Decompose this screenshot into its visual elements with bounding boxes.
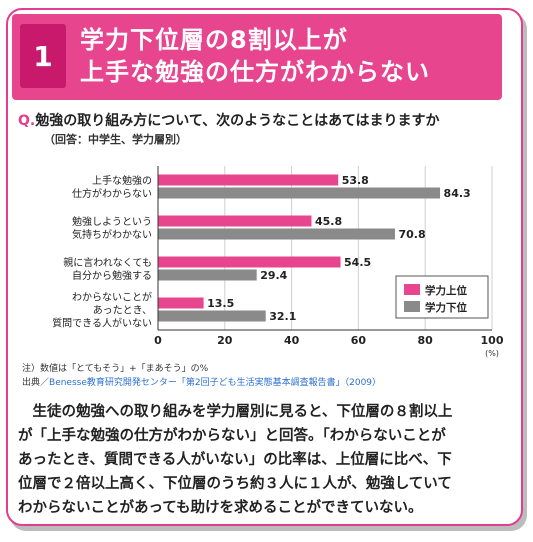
question-body: 勉強の取り組み方について、次のようなことはあてはまりますか xyxy=(35,113,440,129)
legend-swatch xyxy=(404,301,420,312)
body-line: 生徒の勉強への取り組みを学力層別に見ると、下位層の８割以上 xyxy=(18,404,453,420)
category-label: 気持ちがわかない xyxy=(72,228,152,241)
title-line-2: 上手な勉強の仕方がわからない xyxy=(80,58,430,86)
category-label: 上手な勉強の xyxy=(92,174,152,187)
category-label: あったとき、 xyxy=(93,305,152,317)
data-label: 53.8 xyxy=(342,174,369,187)
question-text: Q.勉強の取り組み方について、次のようなことはあてはまりますか xyxy=(18,110,440,130)
x-tick-label: 20 xyxy=(217,334,233,347)
body-line: わからないことがあっても助けを求めることができていない。 xyxy=(18,500,423,516)
legend-label: 学力上位 xyxy=(425,284,467,297)
category-label: 親に言われなくても xyxy=(63,256,152,269)
body-paragraph: 生徒の勉強への取り組みを学力層別に見ると、下位層の８割以上 が「上手な勉強の仕方が… xyxy=(18,400,504,520)
x-unit-label: (%) xyxy=(485,349,499,358)
bar-lower xyxy=(158,269,257,281)
data-label: 54.5 xyxy=(344,256,371,269)
x-tick-label: 0 xyxy=(154,334,162,347)
footnote: 注）数値は「とてもそう」+「まあそう」の% xyxy=(22,364,209,374)
source-line: 出典／Benesse教育研究開発センター「第2回子ども生活実態基本調査報告書」（… xyxy=(22,375,381,388)
data-label: 13.5 xyxy=(207,297,234,310)
x-tick-label: 80 xyxy=(418,334,434,347)
question-subtitle: （回答：中学生、学力層別） xyxy=(44,133,187,146)
data-label: 45.8 xyxy=(315,215,342,228)
data-label: 29.4 xyxy=(260,269,287,282)
category-label: 勉強しようという xyxy=(72,215,152,228)
legend-label: 学力下位 xyxy=(425,301,467,314)
header-banner xyxy=(12,14,502,100)
x-tick-label: 60 xyxy=(351,334,367,347)
data-label: 32.1 xyxy=(269,310,296,323)
category-label: わからないことが xyxy=(72,291,152,304)
bar-chart: 0 20 40 60 80 100 (%) 上手な勉強の仕方がわからない 53.8 84.3 勉強し… xyxy=(52,166,504,358)
legend-swatch xyxy=(404,284,420,295)
category-label: 質問できる人がいない xyxy=(52,317,152,330)
bar-lower xyxy=(158,310,266,322)
x-tick-label: 40 xyxy=(284,334,300,347)
body-line: 位層で２倍以上高く、下位層のうち約３人に１人が、勉強していて xyxy=(18,476,452,492)
category-label: 仕方がわからない xyxy=(72,187,152,200)
bar-upper xyxy=(158,215,312,227)
question-prefix: Q. xyxy=(18,113,36,129)
bar-upper xyxy=(158,174,339,186)
bar-lower xyxy=(158,228,395,240)
data-label: 84.3 xyxy=(444,187,471,200)
category-label: 自分から勉強する xyxy=(72,269,152,282)
bar-upper xyxy=(158,297,204,309)
body-line: が「上手な勉強の仕方がわからない」と回答。「わからないことが xyxy=(18,428,446,444)
body-line: あったとき、質問できる人がいない」の比率は、上位層に比べ、下 xyxy=(18,452,452,468)
bar-lower xyxy=(158,187,441,199)
page-title: 学力下位層の8割以上が 上手な勉強の仕方がわからない xyxy=(80,24,430,88)
bar-upper xyxy=(158,256,341,268)
section-number: 1 xyxy=(20,24,66,88)
source-prefix: 出典／ xyxy=(22,378,50,388)
title-line-1: 学力下位層の8割以上が xyxy=(80,26,348,54)
source-link: Benesse教育研究開発センター「第2回子ども生活実態基本調査報告書」（200… xyxy=(49,378,382,388)
data-label: 70.8 xyxy=(398,228,425,241)
x-tick-label: 100 xyxy=(481,334,504,347)
